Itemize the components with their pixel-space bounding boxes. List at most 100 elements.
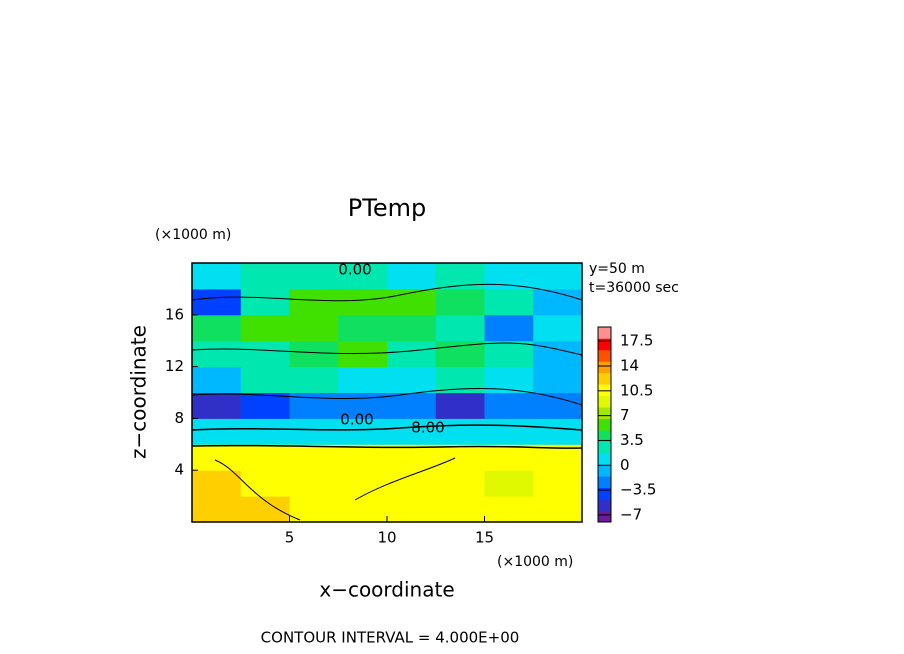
contour-line — [191, 342, 583, 356]
field-cell — [240, 314, 290, 342]
x-tick-label: 10 — [377, 529, 396, 547]
colorbar-swatch — [598, 464, 611, 477]
field-cell — [240, 263, 290, 290]
field-cell — [240, 496, 290, 523]
field-cell — [289, 314, 339, 342]
field-cell — [533, 366, 583, 393]
field-cell — [192, 263, 242, 290]
colorbar-label: 3.5 — [620, 431, 644, 449]
field-cell — [484, 288, 534, 316]
contour-line — [191, 424, 583, 431]
field-cell — [338, 418, 388, 445]
x-tick-label: 15 — [475, 529, 494, 547]
field-cell — [240, 366, 290, 393]
y-tick-label: 8 — [174, 409, 184, 427]
colorbar-swatch — [598, 372, 611, 385]
colorbar-swatch — [598, 499, 611, 511]
colorbar-label: 17.5 — [620, 332, 653, 350]
colorbar-label: −3.5 — [620, 481, 656, 499]
colorbar-swatch — [598, 407, 611, 420]
field-cell — [387, 444, 437, 471]
field-cell — [533, 470, 583, 497]
contour-line — [191, 387, 583, 406]
y-unit: (×1000 m) — [155, 227, 231, 243]
field-cell — [387, 366, 437, 393]
field-cell — [387, 392, 437, 419]
field-cell — [192, 496, 242, 523]
contour-label: 0.00 — [340, 411, 373, 429]
contour-line — [191, 444, 583, 449]
field-cell — [533, 340, 583, 368]
footer: CONTOUR INTERVAL = 4.000E+00 — [261, 629, 520, 647]
field-cell — [338, 314, 388, 342]
field-cell — [240, 288, 290, 316]
field-cell — [192, 288, 242, 316]
field-cell — [435, 496, 485, 523]
field-cell — [192, 366, 242, 393]
field-cell — [240, 392, 290, 419]
field-cell — [338, 263, 388, 290]
colorbar-swatch — [598, 510, 611, 523]
field-cell — [435, 392, 485, 419]
field-cell — [533, 392, 583, 419]
field-cell — [484, 496, 534, 523]
info-t: t=36000 sec — [589, 280, 679, 296]
colorbar-swatch — [598, 361, 611, 374]
overlay: 0.00 0.00 8.00 — [191, 261, 583, 523]
field-cell — [533, 314, 583, 342]
info-y: y=50 m — [589, 261, 645, 277]
field-cell — [387, 470, 437, 497]
field-cell — [289, 496, 339, 523]
field-cell — [289, 366, 339, 393]
field-cell — [289, 263, 339, 290]
colorbar-frame — [597, 326, 612, 523]
x-axis-label: x−coordinate — [319, 578, 454, 602]
field-cell — [192, 392, 242, 419]
field-cell — [338, 470, 388, 497]
colorbar-swatch — [598, 441, 611, 454]
colorbar-swatch — [598, 453, 611, 465]
colorbar-swatch — [598, 384, 611, 397]
field-cell — [484, 444, 534, 471]
field-cell — [289, 418, 339, 445]
colorbar-label: −7 — [620, 505, 642, 523]
y-tick-label: 12 — [165, 357, 184, 375]
field-cell — [338, 496, 388, 523]
field-cell — [338, 288, 388, 316]
colorbar-swatch — [598, 338, 611, 351]
field-cell — [387, 288, 437, 316]
field-cell — [435, 470, 485, 497]
colorbar-swatch — [598, 418, 611, 431]
y-tick-label: 4 — [174, 461, 184, 479]
field-cell — [192, 418, 242, 445]
y-tick-label: 16 — [165, 305, 184, 323]
field-cell — [533, 496, 583, 523]
field-cell — [289, 470, 339, 497]
field-cell — [387, 263, 437, 290]
field-cell — [192, 340, 242, 368]
field-cell — [484, 470, 534, 497]
y-axis-label: z−coordinate — [127, 325, 151, 459]
colorbar-swatch — [598, 487, 611, 500]
field — [192, 263, 583, 523]
colorbar-swatch — [598, 430, 611, 443]
field-cell — [484, 314, 534, 342]
contour-line — [214, 459, 301, 521]
colorbar-swatch — [598, 349, 611, 362]
field-cell — [435, 444, 485, 471]
contour-label: 0.00 — [338, 261, 371, 279]
x-tick-label: 5 — [285, 529, 295, 547]
colorbar-label: 10.5 — [620, 381, 653, 399]
field-cell — [533, 418, 583, 445]
colorbar-swatch — [598, 476, 611, 488]
contour-label: 8.00 — [411, 419, 444, 437]
field-cell — [387, 496, 437, 523]
contour-line — [354, 457, 456, 501]
field-cell — [289, 444, 339, 471]
x-unit: (×1000 m) — [497, 554, 573, 570]
field-cell — [435, 314, 485, 342]
colorbar-label: 14 — [620, 357, 639, 375]
field-cell — [240, 470, 290, 497]
field-cell — [387, 314, 437, 342]
